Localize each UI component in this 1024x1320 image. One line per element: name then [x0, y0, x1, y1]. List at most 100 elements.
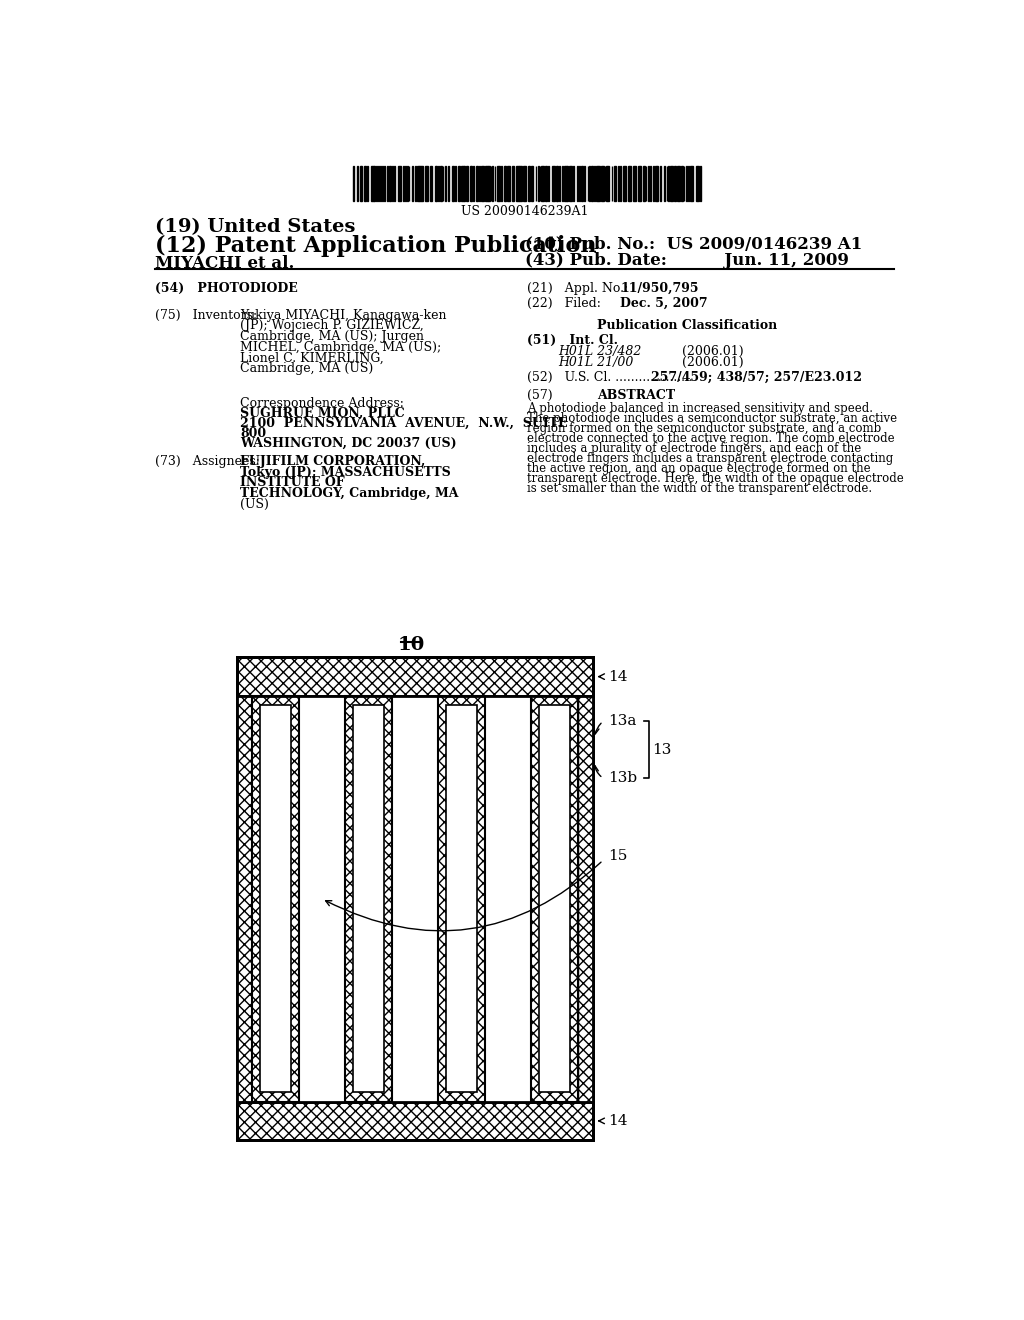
Bar: [596, 166, 598, 201]
Text: (43) Pub. Date:          Jun. 11, 2009: (43) Pub. Date: Jun. 11, 2009: [524, 252, 849, 269]
Text: 14: 14: [608, 1114, 628, 1127]
Bar: [638, 166, 640, 201]
Bar: [578, 696, 593, 1102]
Bar: [237, 1102, 593, 1140]
Bar: [485, 166, 487, 201]
Bar: [445, 705, 477, 1093]
Bar: [594, 166, 595, 201]
Bar: [466, 166, 468, 201]
Bar: [592, 166, 593, 201]
Text: (21)   Appl. No.:: (21) Appl. No.:: [527, 281, 629, 294]
Bar: [252, 696, 299, 1102]
Bar: [545, 166, 547, 201]
Text: H01L 21/00: H01L 21/00: [558, 355, 634, 368]
Text: (54)   PHOTODIODE: (54) PHOTODIODE: [155, 281, 298, 294]
Text: 2100  PENNSYLVANIA  AVENUE,  N.W.,  SUITE: 2100 PENNSYLVANIA AVENUE, N.W., SUITE: [241, 417, 568, 430]
Text: electrode connected to the active region. The comb electrode: electrode connected to the active region…: [527, 432, 895, 445]
Text: transparent electrode. Here, the width of the opaque electrode: transparent electrode. Here, the width o…: [527, 471, 904, 484]
Bar: [690, 166, 693, 201]
Bar: [630, 166, 631, 201]
Bar: [237, 1102, 593, 1140]
Bar: [452, 166, 455, 201]
Text: TECHNOLOGY, Cambridge, MA: TECHNOLOGY, Cambridge, MA: [241, 487, 459, 500]
Text: 15: 15: [608, 849, 628, 863]
Bar: [237, 696, 252, 1102]
Text: includes a plurality of electrode fingers, and each of the: includes a plurality of electrode finger…: [527, 442, 861, 455]
Bar: [670, 166, 673, 201]
Text: (52)   U.S. Cl. ....................: (52) U.S. Cl. ....................: [527, 371, 697, 384]
Bar: [237, 657, 593, 696]
Bar: [404, 166, 407, 201]
Text: the active region, and an opaque electrode formed on the: the active region, and an opaque electro…: [527, 462, 870, 475]
Text: Lionel C. KIMERLING,: Lionel C. KIMERLING,: [241, 351, 384, 364]
Bar: [497, 166, 500, 201]
Bar: [539, 705, 569, 1093]
Text: (73)   Assignees:: (73) Assignees:: [155, 455, 260, 467]
Bar: [345, 696, 391, 1102]
Text: (2006.01): (2006.01): [682, 345, 743, 358]
Text: Yukiya MIYACHI, Kanagawa-ken: Yukiya MIYACHI, Kanagawa-ken: [241, 309, 446, 322]
Bar: [512, 166, 514, 201]
Bar: [652, 166, 654, 201]
Bar: [237, 657, 593, 696]
Bar: [356, 166, 358, 201]
Bar: [391, 166, 393, 201]
Bar: [352, 705, 384, 1093]
Bar: [633, 166, 636, 201]
Bar: [531, 166, 534, 201]
Bar: [601, 166, 604, 201]
Bar: [420, 166, 423, 201]
Bar: [572, 166, 574, 201]
Text: (19) United States: (19) United States: [155, 218, 355, 236]
Bar: [606, 166, 609, 201]
Bar: [439, 166, 442, 201]
Bar: [425, 166, 428, 201]
Text: (51)   Int. Cl.: (51) Int. Cl.: [527, 334, 618, 347]
Text: region formed on the semiconductor substrate, and a comb: region formed on the semiconductor subst…: [527, 422, 882, 434]
Text: 11/950,795: 11/950,795: [621, 281, 698, 294]
Text: INSTITUTE OF: INSTITUTE OF: [241, 477, 345, 490]
Text: H01L 23/482: H01L 23/482: [558, 345, 641, 358]
Bar: [563, 166, 566, 201]
Text: Tokyo (JP); MASSACHUSETTS: Tokyo (JP); MASSACHUSETTS: [241, 466, 452, 479]
Text: Dec. 5, 2007: Dec. 5, 2007: [621, 297, 708, 310]
Bar: [643, 166, 645, 201]
Bar: [655, 166, 656, 201]
Bar: [237, 696, 593, 1102]
Text: 800: 800: [241, 428, 266, 440]
Bar: [430, 166, 432, 201]
Text: (JP); Wojciech P. GIZIEWICZ,: (JP); Wojciech P. GIZIEWICZ,: [241, 319, 424, 333]
Text: (US): (US): [241, 498, 269, 511]
Bar: [397, 166, 400, 201]
Text: Publication Classification: Publication Classification: [597, 318, 777, 331]
Text: Cambridge, MA (US); Jurgen: Cambridge, MA (US); Jurgen: [241, 330, 424, 343]
Text: MICHEL, Cambridge, MA (US);: MICHEL, Cambridge, MA (US);: [241, 341, 441, 354]
Bar: [674, 166, 676, 201]
Bar: [473, 166, 474, 201]
Text: ABSTRACT: ABSTRACT: [597, 389, 675, 403]
Text: (75)   Inventors:: (75) Inventors:: [155, 309, 257, 322]
Bar: [598, 166, 600, 201]
Text: FUJIFILM CORPORATION,: FUJIFILM CORPORATION,: [241, 455, 426, 467]
Bar: [541, 166, 544, 201]
Bar: [559, 166, 560, 201]
Bar: [417, 166, 419, 201]
Bar: [458, 166, 460, 201]
Bar: [649, 166, 651, 201]
Text: (22)   Filed:: (22) Filed:: [527, 297, 601, 310]
Bar: [516, 166, 518, 201]
Bar: [237, 657, 593, 1140]
Bar: [614, 166, 616, 201]
Text: 257/459; 438/57; 257/E23.012: 257/459; 438/57; 257/E23.012: [651, 371, 862, 384]
Bar: [237, 657, 593, 1140]
Text: electrode fingers includes a transparent electrode contacting: electrode fingers includes a transparent…: [527, 451, 893, 465]
Text: 13a: 13a: [608, 714, 637, 729]
Text: (2006.01): (2006.01): [682, 355, 743, 368]
Bar: [659, 166, 662, 201]
Bar: [372, 166, 374, 201]
Text: 13: 13: [652, 743, 672, 756]
Text: SUGHRUE MION, PLLC: SUGHRUE MION, PLLC: [241, 407, 406, 420]
Text: 10: 10: [397, 636, 425, 653]
Bar: [260, 705, 291, 1093]
Bar: [438, 696, 484, 1102]
